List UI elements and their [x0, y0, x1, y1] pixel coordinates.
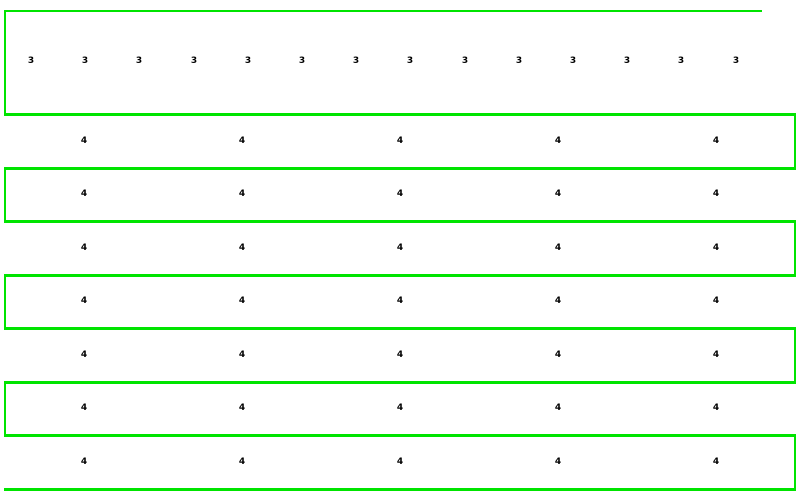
cell-value-3: 3: [677, 56, 685, 66]
cell-value-4: 4: [554, 403, 562, 413]
cell-value-3: 3: [461, 56, 469, 66]
cell-value-4: 4: [80, 403, 88, 413]
cell-value-4: 4: [554, 296, 562, 306]
panel-border-line-h: [4, 434, 796, 437]
panel-border-line-v: [794, 436, 796, 490]
cell-value-4: 4: [238, 403, 246, 413]
cell-value-4: 4: [712, 189, 720, 199]
cell-value-4: 4: [712, 243, 720, 253]
cell-value-4: 4: [80, 136, 88, 146]
panel-border-line-v: [4, 276, 6, 329]
cell-value-4: 4: [238, 350, 246, 360]
panel-border-line-h: [4, 10, 762, 12]
cell-value-4: 4: [396, 296, 404, 306]
cell-value-4: 4: [238, 243, 246, 253]
panel-border-line-h: [4, 220, 796, 223]
cell-value-4: 4: [396, 350, 404, 360]
cell-value-3: 3: [515, 56, 523, 66]
cell-value-4: 4: [396, 136, 404, 146]
cell-value-3: 3: [406, 56, 414, 66]
panel-border-line-h: [4, 488, 796, 491]
cell-value-4: 4: [712, 457, 720, 467]
cell-value-4: 4: [554, 243, 562, 253]
cell-value-4: 4: [554, 457, 562, 467]
cell-value-3: 3: [298, 56, 306, 66]
cell-value-3: 3: [732, 56, 740, 66]
panel-border-line-h: [4, 327, 796, 330]
cell-value-4: 4: [396, 189, 404, 199]
cell-value-4: 4: [238, 189, 246, 199]
cell-value-4: 4: [238, 136, 246, 146]
panel-border-line-h: [4, 381, 796, 384]
cell-value-3: 3: [623, 56, 631, 66]
cell-value-4: 4: [396, 403, 404, 413]
cell-value-3: 3: [244, 56, 252, 66]
cell-value-4: 4: [554, 350, 562, 360]
cell-value-4: 4: [712, 136, 720, 146]
cell-value-4: 4: [80, 350, 88, 360]
cell-value-4: 4: [554, 136, 562, 146]
cell-value-4: 4: [80, 189, 88, 199]
panel-border-line-v: [794, 115, 796, 169]
cell-value-3: 3: [352, 56, 360, 66]
cell-value-4: 4: [238, 296, 246, 306]
cell-value-4: 4: [712, 296, 720, 306]
cell-value-3: 3: [190, 56, 198, 66]
cell-value-3: 3: [569, 56, 577, 66]
cell-value-4: 4: [396, 457, 404, 467]
panel-border-line-v: [794, 222, 796, 276]
cell-value-3: 3: [81, 56, 89, 66]
cell-value-4: 4: [80, 243, 88, 253]
panel-border-line-v: [4, 10, 6, 115]
panel-border-line-v: [4, 169, 6, 222]
cell-value-4: 4: [80, 296, 88, 306]
cell-value-4: 4: [712, 403, 720, 413]
panel-border-line-h: [4, 113, 796, 116]
cell-value-3: 3: [135, 56, 143, 66]
panel-border-line-v: [794, 329, 796, 383]
cell-value-4: 4: [712, 350, 720, 360]
cell-value-4: 4: [396, 243, 404, 253]
cell-value-4: 4: [554, 189, 562, 199]
panel-border-line-v: [4, 383, 6, 436]
cell-value-4: 4: [80, 457, 88, 467]
cell-value-4: 4: [238, 457, 246, 467]
panel-border-line-h: [4, 167, 796, 170]
cell-value-3: 3: [27, 56, 35, 66]
panel-border-line-h: [4, 274, 796, 277]
